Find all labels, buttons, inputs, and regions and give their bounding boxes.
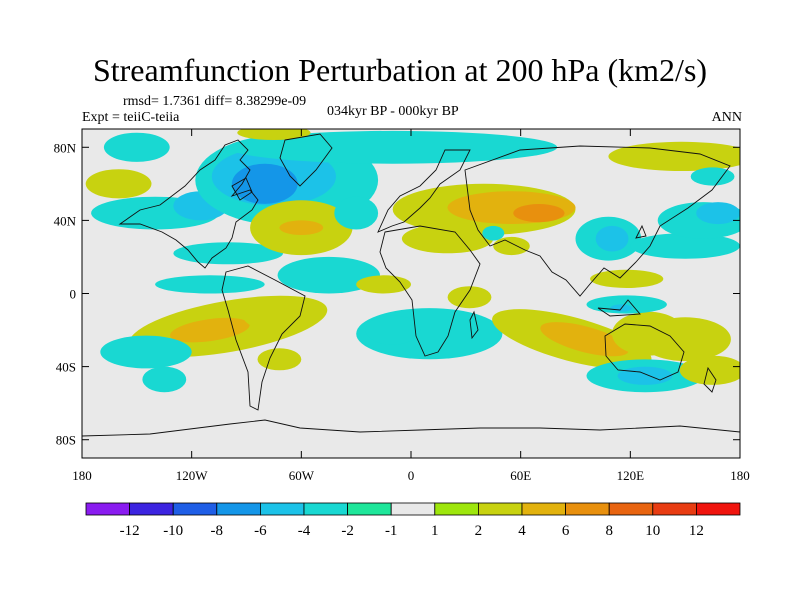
y-tick-label: 40S [56,360,76,375]
contour-region-34 [690,167,735,186]
contour-region-33 [608,141,740,171]
contour-region-36 [365,315,421,345]
coast-australia [604,323,685,381]
colorbar-label: 2 [475,523,483,539]
x-axis: 180 120W 60W 0 60E 120E 180 [72,129,750,483]
coast-europe [377,149,471,233]
contour-region-18 [242,299,316,332]
contour-region-9 [173,242,283,265]
x-tick-label: 60W [289,468,315,483]
contour-region-20 [142,366,187,393]
contour-region-46 [679,355,740,385]
y-tick-label: 80S [56,433,76,448]
contour-region-7 [228,130,558,164]
colorbar-label: 1 [431,523,439,539]
colorbar-label: 10 [645,523,660,539]
plot-layer [82,129,740,458]
contour-region-13 [155,275,265,294]
contour-region-30 [630,233,740,259]
colorbar-box [172,502,218,516]
contour-region-39 [540,322,629,357]
plot-background [82,129,740,458]
colorbar-box [696,502,741,516]
contour-region-32 [696,202,740,225]
colorbar-box [216,502,261,516]
stats-label: rmsd= 1.7361 diff= 8.38299e-09 [123,94,307,109]
colorbar-box [608,502,654,516]
contour-region-21 [257,348,302,371]
period-label: 034kyr BP - 000kyr BP [327,104,459,119]
contour-region-15 [356,275,411,294]
contour-region-8 [237,129,311,140]
season-label: ANN [711,110,742,125]
contour-region-29 [595,225,629,252]
coast-south-america [221,265,306,411]
colorbar-box [565,502,610,516]
colorbar-box [303,502,348,516]
colorbar-label: -2 [341,523,354,539]
colorbar-box [129,502,174,516]
contour-region-45 [617,366,673,385]
colorbar-box [347,502,392,516]
colorbar-box [521,502,566,516]
contour-region-19 [100,335,192,369]
colorbar-box [85,502,130,516]
contour-region-0 [103,132,170,162]
colorbar-label: -10 [163,523,183,539]
x-tick-label: 120W [176,468,209,483]
contour-region-41 [639,317,731,362]
colorbar-label: -12 [120,523,140,539]
contour-region-12 [334,196,379,230]
colorbar-label: -1 [385,523,398,539]
coast-new-zealand [703,366,717,393]
coast-indonesia [597,299,641,317]
contour-region-24 [513,204,565,223]
colorbar-box [652,502,697,516]
x-tick-label: 60E [510,468,531,483]
colorbar-box [259,502,305,516]
coast-africa [379,225,481,357]
x-tick-label: 180 [730,468,750,483]
chart-title: Streamfunction Perturbation at 200 hPa (… [92,52,708,88]
y-tick-label: 0 [70,287,77,302]
contour-region-26 [493,236,530,256]
coast-north-america [118,139,259,269]
colorbar-label: -6 [254,523,267,539]
experiment-label: Expt = teiiC-teiia [82,110,180,125]
colorbar-label: 4 [518,523,526,539]
coast-asia [464,145,731,297]
contour-region-25 [401,224,494,254]
coast-greenland [279,133,333,187]
contour-regions [85,129,740,393]
x-tick-label: 180 [72,468,92,483]
y-axis: 80N 40N 0 40S 80S [54,140,740,448]
colorbar-box [434,502,479,516]
colorbar-label: 6 [562,523,570,539]
coast-antarctica [82,419,740,437]
coast-madagascar [469,310,479,340]
colorbar-label: -4 [298,523,311,539]
colorbar: -12 -10 -8 -6 -4 -2 -1 1 2 4 6 8 10 12 [85,502,741,539]
y-tick-label: 40N [54,213,77,228]
x-tick-label: 120E [617,468,645,483]
colorbar-label: -8 [211,523,224,539]
contour-region-1 [85,169,152,199]
x-tick-label: 0 [408,468,415,483]
contour-region-14 [277,256,380,294]
coast-japan [635,224,647,239]
contour-region-37 [447,286,492,309]
y-tick-label: 80N [54,140,77,155]
contour-region-11 [279,220,324,235]
colorbar-label: 12 [689,523,704,539]
colorbar-label: 8 [605,523,613,539]
colorbar-box [390,502,436,516]
coast-hudson-bay [231,177,253,201]
contour-region-27 [482,225,505,241]
colorbar-box [477,502,523,516]
contour-region-47 [590,269,664,288]
contour-region-17 [170,317,250,343]
coastlines [82,133,740,437]
